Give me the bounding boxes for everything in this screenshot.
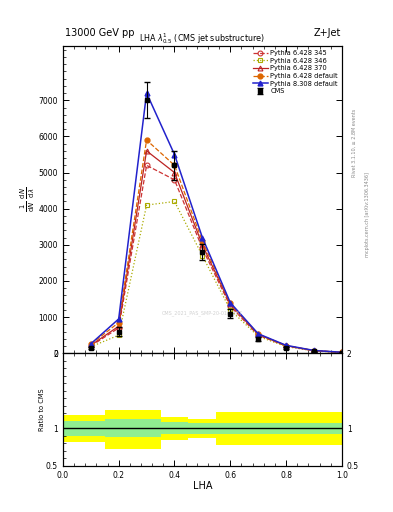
Pythia 6.428 345 <box>116 325 121 331</box>
Pythia 6.428 346 <box>172 199 177 205</box>
X-axis label: LHA: LHA <box>193 481 212 491</box>
Pythia 6.428 default <box>200 238 205 244</box>
Pythia 6.428 345 <box>144 162 149 168</box>
Line: Pythia 6.428 default: Pythia 6.428 default <box>88 138 344 355</box>
Pythia 6.428 346 <box>312 348 316 354</box>
Pythia 6.428 346 <box>228 307 233 313</box>
Pythia 8.308 default <box>116 316 121 322</box>
Pythia 6.428 370 <box>228 302 233 308</box>
Pythia 6.428 370 <box>200 242 205 248</box>
Pythia 6.428 370 <box>284 343 288 349</box>
Pythia 6.428 default <box>228 301 233 307</box>
Pythia 6.428 370 <box>312 348 316 354</box>
Pythia 6.428 346 <box>116 332 121 338</box>
Pythia 6.428 370 <box>116 323 121 329</box>
Pythia 6.428 345 <box>256 332 261 338</box>
Text: Z+Jet: Z+Jet <box>314 28 341 38</box>
Text: mcplots.cern.ch [arXiv:1306.3436]: mcplots.cern.ch [arXiv:1306.3436] <box>365 173 371 258</box>
Pythia 6.428 default <box>312 348 316 354</box>
Pythia 6.428 345 <box>284 343 288 349</box>
Line: Pythia 6.428 345: Pythia 6.428 345 <box>88 163 344 355</box>
Pythia 6.428 345 <box>312 348 316 354</box>
Text: Rivet 3.1.10, ≥ 2.8M events: Rivet 3.1.10, ≥ 2.8M events <box>352 109 357 178</box>
Pythia 6.428 370 <box>172 169 177 176</box>
Legend: Pythia 6.428 345, Pythia 6.428 346, Pythia 6.428 370, Pythia 6.428 default, Pyth: Pythia 6.428 345, Pythia 6.428 346, Pyth… <box>251 48 340 96</box>
Text: CMS_2021_PAS_SMP-20-010_187: CMS_2021_PAS_SMP-20-010_187 <box>162 311 243 316</box>
Pythia 6.428 default <box>88 341 93 347</box>
Pythia 6.428 370 <box>340 349 344 355</box>
Pythia 8.308 default <box>312 347 316 353</box>
Title: LHA $\lambda^{1}_{0.5}$ (CMS jet substructure): LHA $\lambda^{1}_{0.5}$ (CMS jet substru… <box>139 31 266 46</box>
Pythia 8.308 default <box>88 341 93 347</box>
Y-axis label: Ratio to CMS: Ratio to CMS <box>39 388 44 431</box>
Pythia 6.428 370 <box>88 342 93 348</box>
Pythia 8.308 default <box>340 349 344 355</box>
Pythia 6.428 346 <box>88 344 93 350</box>
Y-axis label: $\frac{1}{\mathrm{d}N}$ $\frac{\mathrm{d}N}{\mathrm{d}\lambda}$: $\frac{1}{\mathrm{d}N}$ $\frac{\mathrm{d… <box>19 187 37 212</box>
Pythia 6.428 346 <box>200 252 205 259</box>
Pythia 8.308 default <box>200 234 205 241</box>
Pythia 8.308 default <box>256 331 261 337</box>
Pythia 6.428 default <box>340 349 344 355</box>
Pythia 6.428 default <box>116 319 121 326</box>
Pythia 8.308 default <box>228 300 233 306</box>
Pythia 6.428 default <box>284 343 288 349</box>
Pythia 6.428 370 <box>144 148 149 154</box>
Line: Pythia 6.428 370: Pythia 6.428 370 <box>88 148 344 355</box>
Pythia 6.428 346 <box>284 344 288 350</box>
Pythia 6.428 346 <box>144 202 149 208</box>
Pythia 6.428 default <box>256 331 261 337</box>
Line: Pythia 8.308 default: Pythia 8.308 default <box>88 91 344 355</box>
Pythia 6.428 345 <box>88 343 93 349</box>
Pythia 8.308 default <box>172 152 177 158</box>
Pythia 6.428 346 <box>340 349 344 355</box>
Pythia 6.428 default <box>172 162 177 168</box>
Pythia 8.308 default <box>144 90 149 96</box>
Line: Pythia 6.428 346: Pythia 6.428 346 <box>88 199 344 355</box>
Pythia 6.428 346 <box>256 333 261 339</box>
Pythia 6.428 370 <box>256 331 261 337</box>
Pythia 6.428 default <box>144 137 149 143</box>
Pythia 6.428 345 <box>172 177 177 183</box>
Pythia 6.428 345 <box>200 245 205 251</box>
Text: 13000 GeV pp: 13000 GeV pp <box>65 28 134 38</box>
Pythia 6.428 345 <box>340 349 344 355</box>
Pythia 6.428 345 <box>228 303 233 309</box>
Pythia 8.308 default <box>284 342 288 348</box>
